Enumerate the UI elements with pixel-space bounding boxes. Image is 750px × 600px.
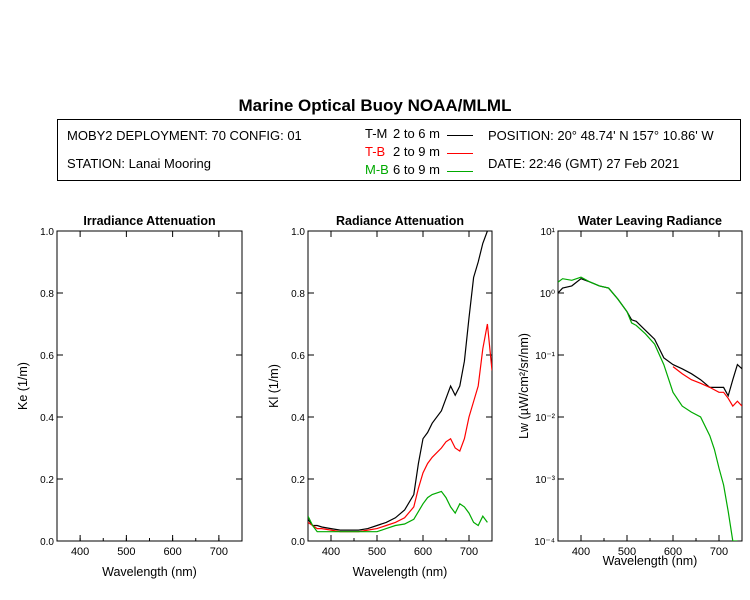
y-tick-label: 10⁻⁴ — [534, 537, 555, 548]
x-tick-label: 700 — [210, 546, 228, 558]
y-tick-label: 10⁰ — [540, 289, 555, 300]
x-tick-label: 400 — [322, 546, 340, 558]
y-tick-label: 0.6 — [291, 351, 305, 362]
y-tick-label: 0.2 — [40, 475, 54, 486]
series-line-3 — [308, 490, 488, 533]
y-tick-label: 10⁻¹ — [535, 351, 555, 362]
x-tick-label: 700 — [710, 546, 728, 558]
x-tick-label: 600 — [664, 546, 682, 558]
page-title: Marine Optical Buoy NOAA/MLML — [238, 96, 512, 115]
series-line-3 — [558, 276, 738, 541]
plot-frame — [557, 230, 743, 542]
date-text: DATE: 22:46 (GMT) 27 Feb 2021 — [488, 156, 680, 171]
y-tick-label: 0.0 — [291, 537, 305, 548]
chart-1: Irradiance Attenuation Wavelength (nm) Ke … — [16, 214, 243, 579]
legend-range-mb: 6 to 9 m — [393, 162, 440, 177]
y-tick-label: 0.0 — [40, 537, 54, 548]
y-tick-label: 0.8 — [40, 289, 54, 300]
y-tick-label: 1.0 — [291, 227, 305, 238]
x-tick-label: 500 — [117, 546, 135, 558]
legend-range-tb: 2 to 9 m — [393, 144, 440, 159]
y-axis-label: Lw (µW/cm²/sr/nm) — [517, 333, 531, 439]
plot-frame — [307, 230, 493, 542]
series-line-1 — [308, 231, 488, 531]
x-tick-label: 400 — [71, 546, 89, 558]
position-text: POSITION: 20° 48.74' N 157° 10.86' W — [488, 128, 714, 143]
series-line-2 — [308, 323, 492, 533]
y-tick-label: 0.4 — [40, 413, 54, 424]
y-tick-label: 10⁻² — [535, 413, 555, 424]
chart-title: Water Leaving Radiance — [578, 214, 722, 228]
legend-range-tm: 2 to 6 m — [393, 126, 440, 141]
legend-line-mb — [447, 171, 473, 172]
series-line-1 — [558, 278, 742, 398]
x-axis-label: Wavelength (nm) — [603, 554, 698, 568]
legend-code-mb: M-B — [365, 162, 389, 177]
x-tick-label: 400 — [572, 546, 590, 558]
x-tick-label: 700 — [460, 546, 478, 558]
x-tick-label: 600 — [414, 546, 432, 558]
legend-line-tb — [447, 153, 473, 154]
legend-code-tb: T-B — [365, 144, 386, 159]
chart-title: Radiance Attenuation — [336, 214, 464, 228]
x-tick-label: 600 — [163, 546, 181, 558]
plot-frame — [56, 230, 243, 542]
x-tick-label: 500 — [618, 546, 636, 558]
station-text: STATION: Lanai Mooring — [67, 156, 212, 171]
chart-title: Irradiance Attenuation — [83, 214, 215, 228]
y-tick-label: 0.8 — [291, 289, 305, 300]
legend-code-tm: T-M — [365, 126, 388, 141]
y-axis-label: Kl (1/m) — [267, 364, 281, 408]
y-tick-label: 10¹ — [541, 227, 556, 238]
info-box: MOBY2 DEPLOYMENT: 70 CONFIG: 01 STATION:… — [57, 119, 741, 181]
deployment-text: MOBY2 DEPLOYMENT: 70 CONFIG: 01 — [67, 128, 302, 143]
legend-line-tm — [447, 135, 473, 136]
x-axis-label: Wavelength (nm) — [102, 565, 197, 579]
y-tick-label: 1.0 — [40, 227, 54, 238]
y-tick-label: 10⁻³ — [535, 475, 555, 486]
y-tick-label: 0.6 — [40, 351, 54, 362]
series-line-2 — [672, 366, 742, 408]
chart-3: Water Leaving Radiance Wavelength (nm) Lw … — [517, 214, 743, 568]
x-axis-label: Wavelength (nm) — [353, 565, 448, 579]
y-tick-label: 0.2 — [291, 475, 305, 486]
chart-2: Radiance Attenuation Wavelength (nm) Kl (1… — [267, 214, 493, 579]
y-tick-label: 0.4 — [291, 413, 305, 424]
x-tick-label: 500 — [368, 546, 386, 558]
y-axis-label: Ke (1/m) — [16, 362, 30, 410]
